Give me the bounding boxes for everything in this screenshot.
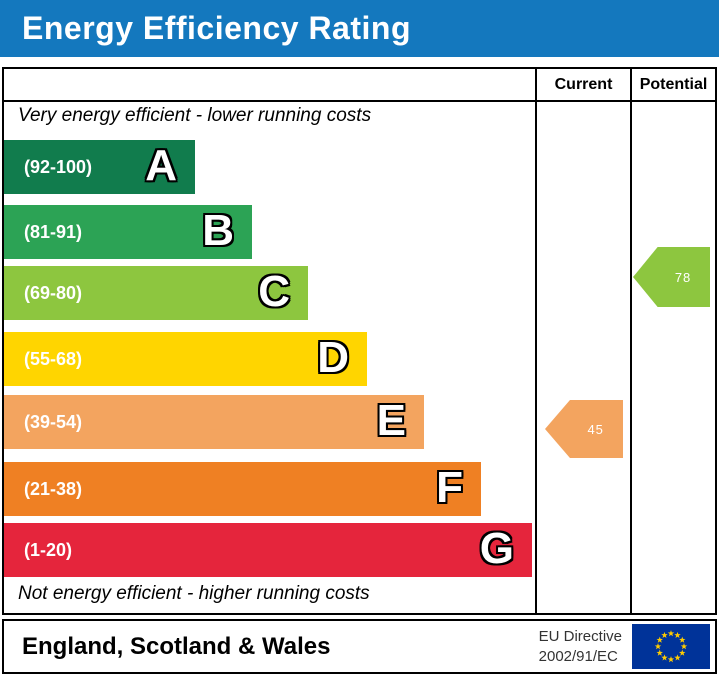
band-range-label: (39-54)	[24, 412, 83, 432]
band-row-c: (69-80) C	[4, 266, 308, 320]
band-row-d: (55-68) D	[4, 332, 367, 386]
bottom-note: Not energy efficient - higher running co…	[18, 583, 370, 604]
column-header-potential: Potential	[639, 75, 708, 93]
band-letter: B	[202, 206, 234, 255]
current-rating-value: 45	[587, 421, 604, 437]
potential-column-divider	[630, 69, 632, 613]
region-label: England, Scotland & Wales	[22, 632, 331, 660]
top-note: Very energy efficient - lower running co…	[18, 105, 372, 126]
title-bar: Energy Efficiency Rating	[0, 0, 719, 57]
page-title: Energy Efficiency Rating	[22, 10, 411, 46]
energy-rating-chart: Current Potential Very energy efficient …	[2, 67, 717, 615]
eu-flag-icon	[632, 624, 710, 669]
band-letter: D	[317, 333, 349, 382]
band-range-label: (21-38)	[24, 479, 83, 499]
current-column-divider	[535, 69, 537, 613]
potential-rating-value: 78	[674, 269, 692, 285]
footer-bar: England, Scotland & Wales EU Directive 2…	[2, 619, 717, 674]
band-letter: C	[258, 267, 290, 316]
eu-directive-label: EU Directive 2002/91/EC	[539, 627, 622, 666]
band-row-a: (92-100) A	[4, 140, 195, 194]
band-letter: G	[479, 524, 514, 573]
band-row-b: (81-91) B	[4, 205, 252, 259]
band-letter: E	[376, 396, 406, 445]
band-range-label: (81-91)	[24, 222, 83, 242]
band-letter: F	[436, 463, 463, 512]
band-letter: A	[145, 141, 177, 190]
eu-directive-line2: 2002/91/EC	[538, 647, 618, 665]
column-header-current: Current	[554, 75, 613, 93]
band-row-e: (39-54) E	[4, 395, 424, 449]
potential-rating-arrow: 78	[633, 247, 710, 307]
band-range-label: (92-100)	[24, 157, 93, 177]
band-range-label: (1-20)	[24, 540, 73, 560]
band-range-label: (55-68)	[24, 349, 83, 369]
band-row-f: (21-38) F	[4, 462, 481, 516]
band-row-g: (1-20) G	[4, 523, 532, 577]
current-rating-arrow: 45	[545, 400, 623, 458]
eu-directive-line1: EU Directive	[538, 628, 622, 645]
band-range-label: (69-80)	[24, 283, 83, 303]
header-divider	[4, 100, 715, 102]
